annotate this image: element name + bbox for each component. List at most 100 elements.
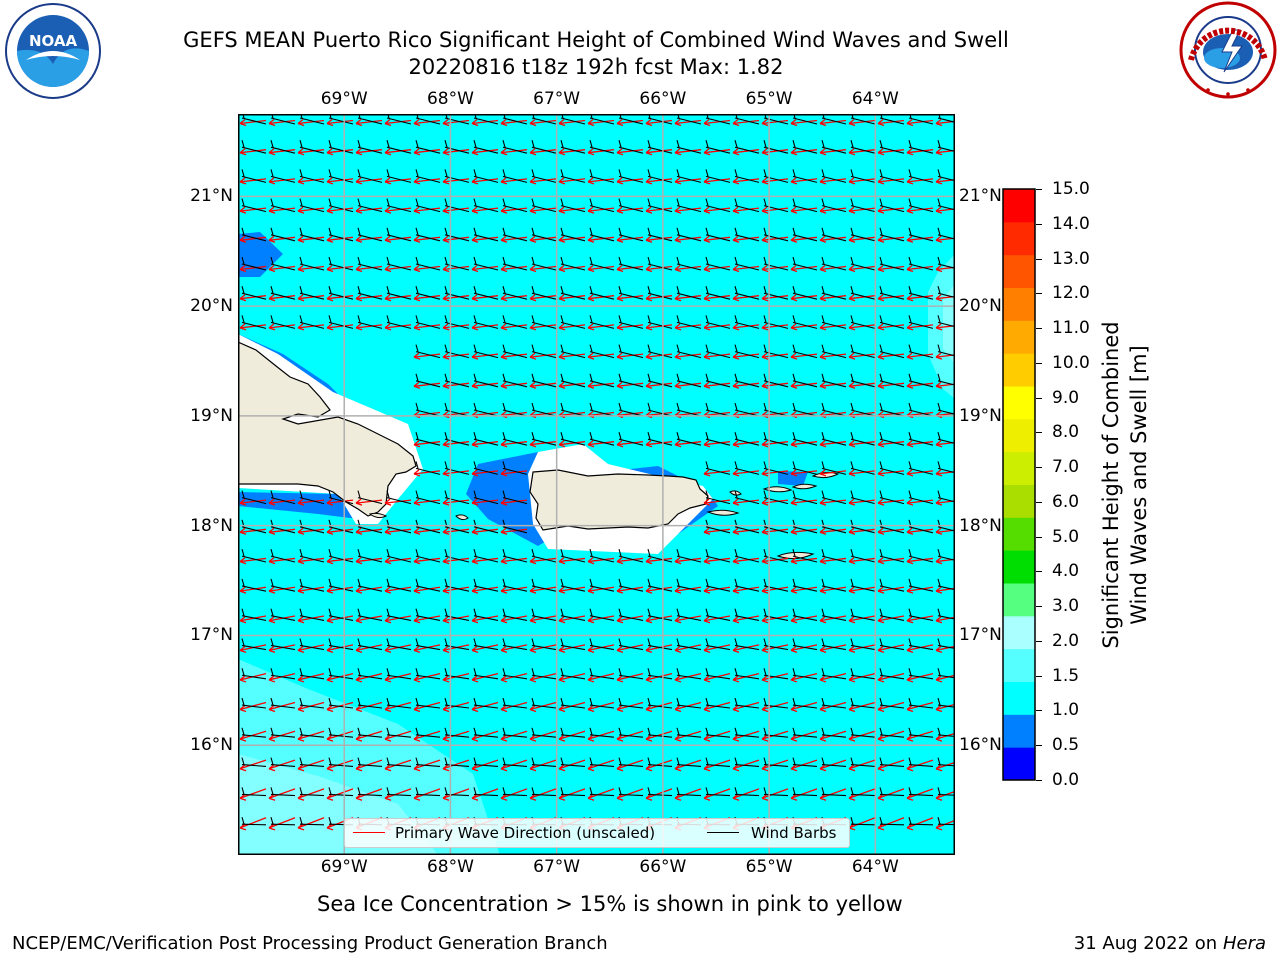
wind-barb — [647, 169, 673, 183]
wave-arrow — [877, 294, 905, 302]
wave-arrow — [355, 323, 383, 331]
wind-barb — [763, 490, 789, 505]
wave-arrow — [877, 381, 905, 389]
wave-arrow — [558, 235, 586, 243]
wind-barb — [502, 315, 528, 329]
wind-barb — [589, 344, 615, 359]
wind-barb — [879, 140, 905, 154]
lat-tick-right: 20°N — [959, 296, 1002, 317]
wave-arrow — [906, 177, 934, 185]
wave-arrow — [935, 586, 955, 594]
wave-arrow — [819, 527, 847, 535]
wind-barb — [879, 727, 905, 738]
lat-tick-right: 19°N — [959, 405, 1002, 426]
wind-barb — [879, 578, 905, 592]
wave-arrow — [703, 235, 731, 243]
colorbar-cell — [1003, 320, 1035, 354]
wave-arrow — [819, 323, 847, 331]
wave-arrow — [529, 557, 557, 565]
wave-arrow — [326, 323, 354, 331]
wind-barb — [908, 373, 934, 388]
wave-arrow — [239, 148, 267, 156]
colorbar-cell — [1003, 714, 1035, 748]
wind-barb — [705, 402, 731, 417]
wind-barb — [879, 490, 905, 505]
wind-barb — [792, 169, 818, 183]
wind-barb — [705, 461, 731, 475]
wave-arrow — [906, 148, 934, 156]
wave-arrow — [877, 469, 905, 477]
wind-barb — [386, 315, 412, 329]
wave-arrow — [297, 498, 325, 506]
wave-arrow — [732, 294, 760, 302]
wave-arrow — [442, 352, 470, 360]
wind-barb — [647, 787, 673, 797]
wave-arrow — [413, 294, 441, 302]
wind-barb — [850, 344, 876, 359]
wind-barb — [502, 286, 528, 300]
wind-barb — [415, 461, 441, 475]
wind-barb — [241, 668, 267, 680]
wind-barb — [821, 490, 847, 505]
wind-barb — [763, 638, 789, 651]
wave-arrow — [732, 557, 760, 565]
wave-arrow — [471, 498, 499, 506]
wind-barb — [444, 490, 470, 505]
wave-arrow — [442, 294, 470, 302]
wave-arrow — [471, 440, 499, 448]
wave-arrow — [877, 352, 905, 360]
wind-barb — [560, 608, 586, 621]
wind-barb — [618, 757, 644, 767]
wind-barb — [560, 315, 586, 329]
light-swell-region-e — [928, 254, 955, 399]
colorbar-tick-label: 8.0 — [1052, 422, 1080, 443]
wind-barb — [647, 402, 673, 417]
wind-barb — [821, 169, 847, 183]
wave-arrow — [442, 730, 470, 742]
wave-arrow — [384, 148, 412, 156]
wind-barb — [937, 578, 955, 591]
colorbar-tick-mark — [1036, 606, 1042, 608]
lat-tick-right: 21°N — [959, 186, 1002, 207]
wind-barb — [850, 697, 876, 709]
wave-arrow — [268, 148, 296, 156]
wave-arrow — [790, 177, 818, 185]
wind-barb — [299, 548, 325, 563]
wave-arrow — [674, 294, 702, 302]
wave-arrow — [877, 148, 905, 156]
wind-barb — [937, 315, 955, 328]
wind-barb — [444, 578, 470, 592]
colorbar-cell — [1003, 221, 1035, 256]
wave-arrow — [819, 264, 847, 273]
wind-barb — [734, 140, 760, 154]
wind-barb — [937, 697, 955, 708]
wind-barb — [357, 227, 383, 242]
wave-arrow — [848, 294, 876, 302]
colorbar-tick-mark — [1036, 397, 1042, 399]
wind-barb — [589, 256, 615, 271]
wave-arrow — [384, 294, 412, 302]
wave-arrow — [848, 148, 876, 156]
wave-arrow — [616, 730, 644, 742]
wave-arrow — [674, 557, 702, 565]
wind-barb — [618, 578, 644, 592]
wave-arrow — [268, 527, 296, 535]
wind-barb — [241, 727, 267, 738]
wind-barb — [589, 727, 615, 738]
wave-arrow — [674, 323, 702, 331]
wind-barb — [241, 697, 267, 709]
wind-barb — [357, 490, 383, 505]
wind-barb — [589, 402, 615, 417]
wind-barb — [502, 344, 528, 359]
wind-barb — [270, 668, 296, 680]
wave-arrow — [645, 235, 673, 243]
wind-barb — [241, 256, 267, 271]
wind-barb — [589, 757, 615, 767]
wind-barb — [792, 402, 818, 417]
wind-barb — [531, 140, 557, 154]
wave-arrow — [413, 352, 441, 360]
wind-barb — [299, 169, 325, 183]
wind-barb — [879, 668, 905, 680]
wave-arrow — [239, 264, 267, 273]
wind-barb — [676, 787, 702, 797]
